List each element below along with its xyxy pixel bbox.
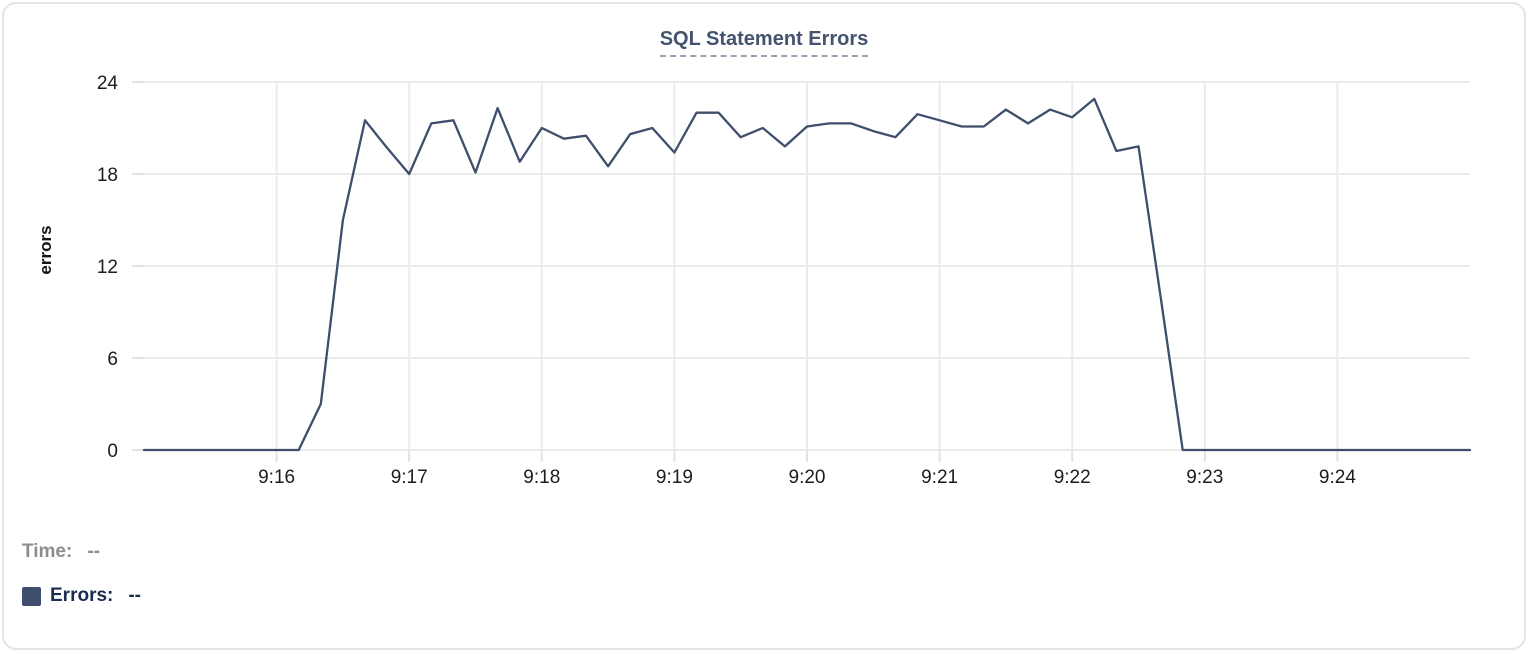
y-tick-label: 0 xyxy=(107,441,118,462)
y-tick-label: 12 xyxy=(97,257,118,278)
errors-series-swatch xyxy=(22,586,41,606)
chart-header: SQL Statement Errors xyxy=(0,28,1528,57)
tooltip-errors-value: -- xyxy=(128,585,142,606)
x-tick-label: 9:18 xyxy=(523,467,560,488)
x-tick-label: 9:23 xyxy=(1186,467,1223,488)
y-tick-label: 6 xyxy=(107,349,118,370)
y-tick-label: 18 xyxy=(97,165,118,186)
errors-series-line xyxy=(142,97,1472,452)
x-tick-label: 9:21 xyxy=(921,467,958,488)
tooltip-errors-label: Errors: xyxy=(50,585,114,606)
tooltip-time-label: Time: xyxy=(22,541,73,562)
chart-title[interactable]: SQL Statement Errors xyxy=(659,28,869,57)
tooltip-time-value: -- xyxy=(87,541,100,562)
x-tick-label: 9:20 xyxy=(789,467,826,488)
y-tick-label: 24 xyxy=(97,73,119,94)
x-tick-label: 9:22 xyxy=(1054,467,1091,488)
x-tick-label: 9:24 xyxy=(1319,467,1356,488)
x-tick-label: 9:16 xyxy=(258,467,295,488)
tooltip-readout: Time: -- Errors: -- xyxy=(22,540,141,628)
tooltip-time-row: Time: -- xyxy=(22,540,141,564)
tooltip-errors-row: Errors: -- xyxy=(22,584,141,608)
x-tick-label: 9:17 xyxy=(391,467,428,488)
x-tick-label: 9:19 xyxy=(656,467,693,488)
